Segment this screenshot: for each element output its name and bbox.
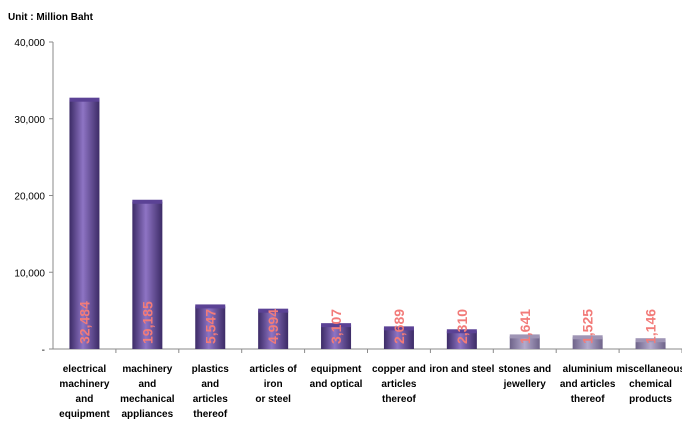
- x-category-label: and optical: [310, 379, 363, 390]
- bar-top-cap: [635, 338, 666, 343]
- y-tick-label: 40,000: [14, 38, 45, 49]
- x-category-label: articles: [381, 379, 416, 390]
- y-tick-label: 30,000: [14, 115, 45, 126]
- bar-top-cap: [572, 335, 603, 340]
- x-category-label: appliances: [121, 409, 173, 420]
- x-category-label: iron: [264, 379, 283, 390]
- bar-value-label: 5,547: [202, 309, 218, 344]
- x-category-label: and: [76, 394, 94, 405]
- bar-top-cap: [132, 199, 163, 204]
- x-category-label: electrical: [63, 364, 107, 375]
- bar: [572, 337, 603, 349]
- bar: [446, 331, 477, 349]
- x-category-label: equipment: [311, 364, 362, 375]
- x-category-label: iron and steel: [429, 364, 494, 375]
- bar: [635, 340, 666, 349]
- y-axis-ticks: - 10,000 20,000 30,000 40,000: [14, 38, 53, 356]
- x-category-label: and articles: [560, 379, 616, 390]
- x-category-label: miscellaneous: [616, 364, 682, 375]
- x-category-label: machinery: [59, 379, 109, 390]
- x-category-label: plastics: [192, 364, 230, 375]
- bar-value-label: 1,641: [517, 309, 533, 344]
- x-category-label: machinery: [122, 364, 172, 375]
- x-category-label: thereof: [571, 394, 606, 405]
- x-category-label: products: [629, 394, 672, 405]
- bar-value-label: 4,994: [265, 309, 281, 344]
- x-category-label: or steel: [255, 394, 291, 405]
- bar: [321, 325, 352, 349]
- bar-top-cap: [321, 323, 352, 328]
- bar-top-cap: [509, 334, 540, 339]
- bar: [383, 328, 414, 349]
- x-category-label: copper and: [372, 364, 426, 375]
- bar: [509, 336, 540, 349]
- x-category-label: articles of: [250, 364, 298, 375]
- bar: [132, 201, 163, 349]
- bar-value-label: 2,310: [454, 309, 470, 344]
- bar-top-cap: [195, 304, 226, 309]
- bar-value-label: 3,107: [328, 309, 344, 344]
- x-category-label: mechanical: [120, 394, 175, 405]
- bar-value-label: 2,689: [391, 309, 407, 344]
- x-category-label: stones and: [498, 364, 551, 375]
- bar-top-cap: [69, 97, 100, 102]
- x-category-label: thereof: [382, 394, 417, 405]
- bar-value-label: 32,484: [76, 301, 92, 344]
- bar-value-label: 19,185: [139, 301, 155, 344]
- bars-group: 32,484 19,185 5,547 4,994 3,107 2,689 2,310 1,6…: [69, 97, 666, 349]
- x-axis-labels: electrical machinery and equipment machinery…: [59, 349, 682, 420]
- bar-top-cap: [446, 329, 477, 334]
- bar-top-cap: [383, 326, 414, 331]
- bar: [69, 99, 100, 349]
- x-category-label: and: [201, 379, 219, 390]
- bar-value-label: 1,146: [643, 309, 659, 344]
- bar: [195, 306, 226, 349]
- y-tick-label: 10,000: [14, 268, 45, 279]
- y-tick-label: 20,000: [14, 192, 45, 203]
- x-category-label: chemical: [629, 379, 672, 390]
- x-category-label: articles: [193, 394, 228, 405]
- x-category-label: equipment: [59, 409, 110, 420]
- bar: [258, 310, 289, 349]
- x-category-label: jewellery: [503, 379, 547, 390]
- bar-top-cap: [258, 308, 289, 313]
- x-category-label: and: [138, 379, 156, 390]
- bar-value-label: 1,525: [580, 309, 596, 344]
- x-category-label: aluminium: [563, 364, 613, 375]
- unit-label: Unit : Million Baht: [8, 12, 94, 23]
- y-tick-label: -: [42, 345, 45, 356]
- x-category-label: thereof: [193, 409, 228, 420]
